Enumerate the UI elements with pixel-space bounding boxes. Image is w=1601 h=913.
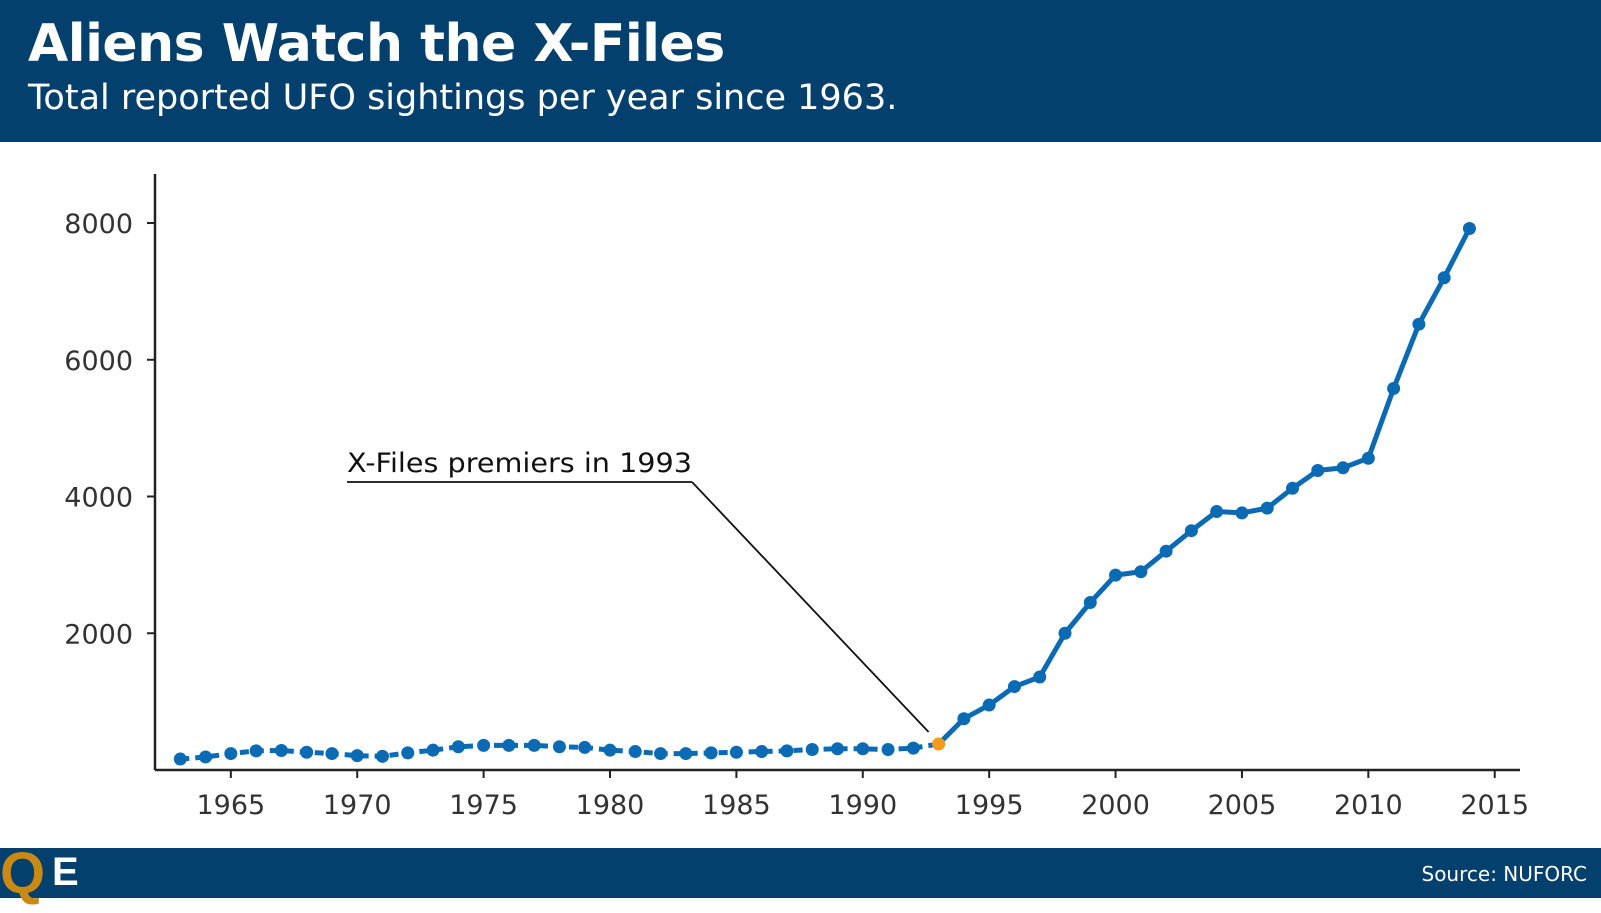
data-point (1007, 680, 1021, 694)
data-point (1134, 565, 1148, 579)
data-point (426, 743, 440, 757)
x-tick-label: 2005 (1208, 790, 1277, 821)
data-point (780, 744, 794, 758)
x-tick-label: 2010 (1334, 790, 1403, 821)
series-ufo-sightings (173, 221, 1476, 766)
data-point (300, 745, 314, 759)
data-point-highlight (932, 737, 946, 751)
chart-subtitle: Total reported UFO sightings per year si… (28, 78, 898, 118)
x-tick-label: 1970 (323, 790, 392, 821)
data-point (654, 747, 668, 761)
data-point (1083, 595, 1097, 609)
data-point (199, 750, 213, 764)
data-point (552, 740, 566, 754)
data-point (274, 744, 288, 758)
data-point (1462, 221, 1476, 235)
data-point (1184, 524, 1198, 538)
data-point (1361, 451, 1375, 465)
x-tick-label: 1990 (828, 790, 897, 821)
data-point (350, 749, 364, 763)
data-point (679, 747, 693, 761)
data-point (527, 738, 541, 752)
x-tick-label: 2015 (1460, 790, 1529, 821)
annotation-label: X-Files premiers in 1993 (347, 448, 692, 479)
data-point (729, 745, 743, 759)
data-point (1286, 481, 1299, 495)
data-point (1387, 381, 1401, 395)
data-point (1033, 670, 1047, 684)
chart-title: Aliens Watch the X-Files (28, 14, 725, 74)
source-credit: Source: NUFORC (1421, 862, 1588, 886)
data-point (173, 752, 187, 766)
data-point (1235, 506, 1249, 520)
x-tick-label: 1995 (955, 790, 1024, 821)
data-point (805, 742, 819, 756)
x-tick-label: 1985 (702, 790, 771, 821)
data-point (477, 738, 491, 752)
data-point (628, 745, 642, 759)
data-point (856, 742, 870, 756)
data-point (831, 742, 844, 756)
data-point (1437, 271, 1451, 285)
x-tick-label: 1965 (196, 790, 265, 821)
data-point (982, 698, 996, 712)
data-point (755, 745, 769, 759)
data-point (704, 746, 718, 760)
data-point (1336, 461, 1350, 475)
data-point (376, 749, 389, 763)
data-point (249, 744, 263, 758)
data-point (603, 743, 617, 757)
x-tick-label: 2000 (1081, 790, 1150, 821)
axes: 2000 4000 6000 8000 1965 1970 1975 1980 1985 1990… (64, 174, 1529, 821)
chart-area: 2000 4000 6000 8000 1965 1970 1975 1980 1985 1990… (0, 142, 1601, 848)
data-point (1109, 568, 1123, 582)
data-point (1311, 464, 1325, 478)
data-point (502, 738, 516, 752)
data-point (957, 712, 971, 726)
data-point (325, 747, 339, 761)
y-tick-label: 4000 (64, 483, 133, 514)
data-point (401, 746, 415, 760)
data-point (451, 740, 465, 754)
data-point (224, 747, 238, 761)
series-line-post-1993 (936, 225, 1472, 747)
y-tick-label: 8000 (64, 209, 133, 240)
logo-e-letter: E (52, 850, 79, 894)
header-banner: Aliens Watch the X-Files Total reported … (0, 0, 1601, 142)
y-tick-label: 2000 (64, 619, 133, 650)
line-chart: 2000 4000 6000 8000 1965 1970 1975 1980 1985 1990… (64, 174, 1529, 821)
x-tick-label: 1975 (449, 790, 518, 821)
annotation: X-Files premiers in 1993 (347, 448, 930, 733)
footer-banner (0, 848, 1601, 898)
data-point (1412, 317, 1426, 331)
data-point (906, 741, 920, 755)
annotation-leader-line (691, 481, 930, 733)
data-point (1058, 626, 1072, 640)
y-tick-label: 6000 (64, 346, 133, 377)
data-point (1159, 544, 1173, 558)
data-point (1260, 501, 1274, 515)
logo-q-letter: Q (0, 841, 46, 906)
x-tick-label: 1980 (576, 790, 645, 821)
data-point (1210, 505, 1224, 519)
data-point (578, 740, 592, 754)
data-point (881, 742, 895, 756)
